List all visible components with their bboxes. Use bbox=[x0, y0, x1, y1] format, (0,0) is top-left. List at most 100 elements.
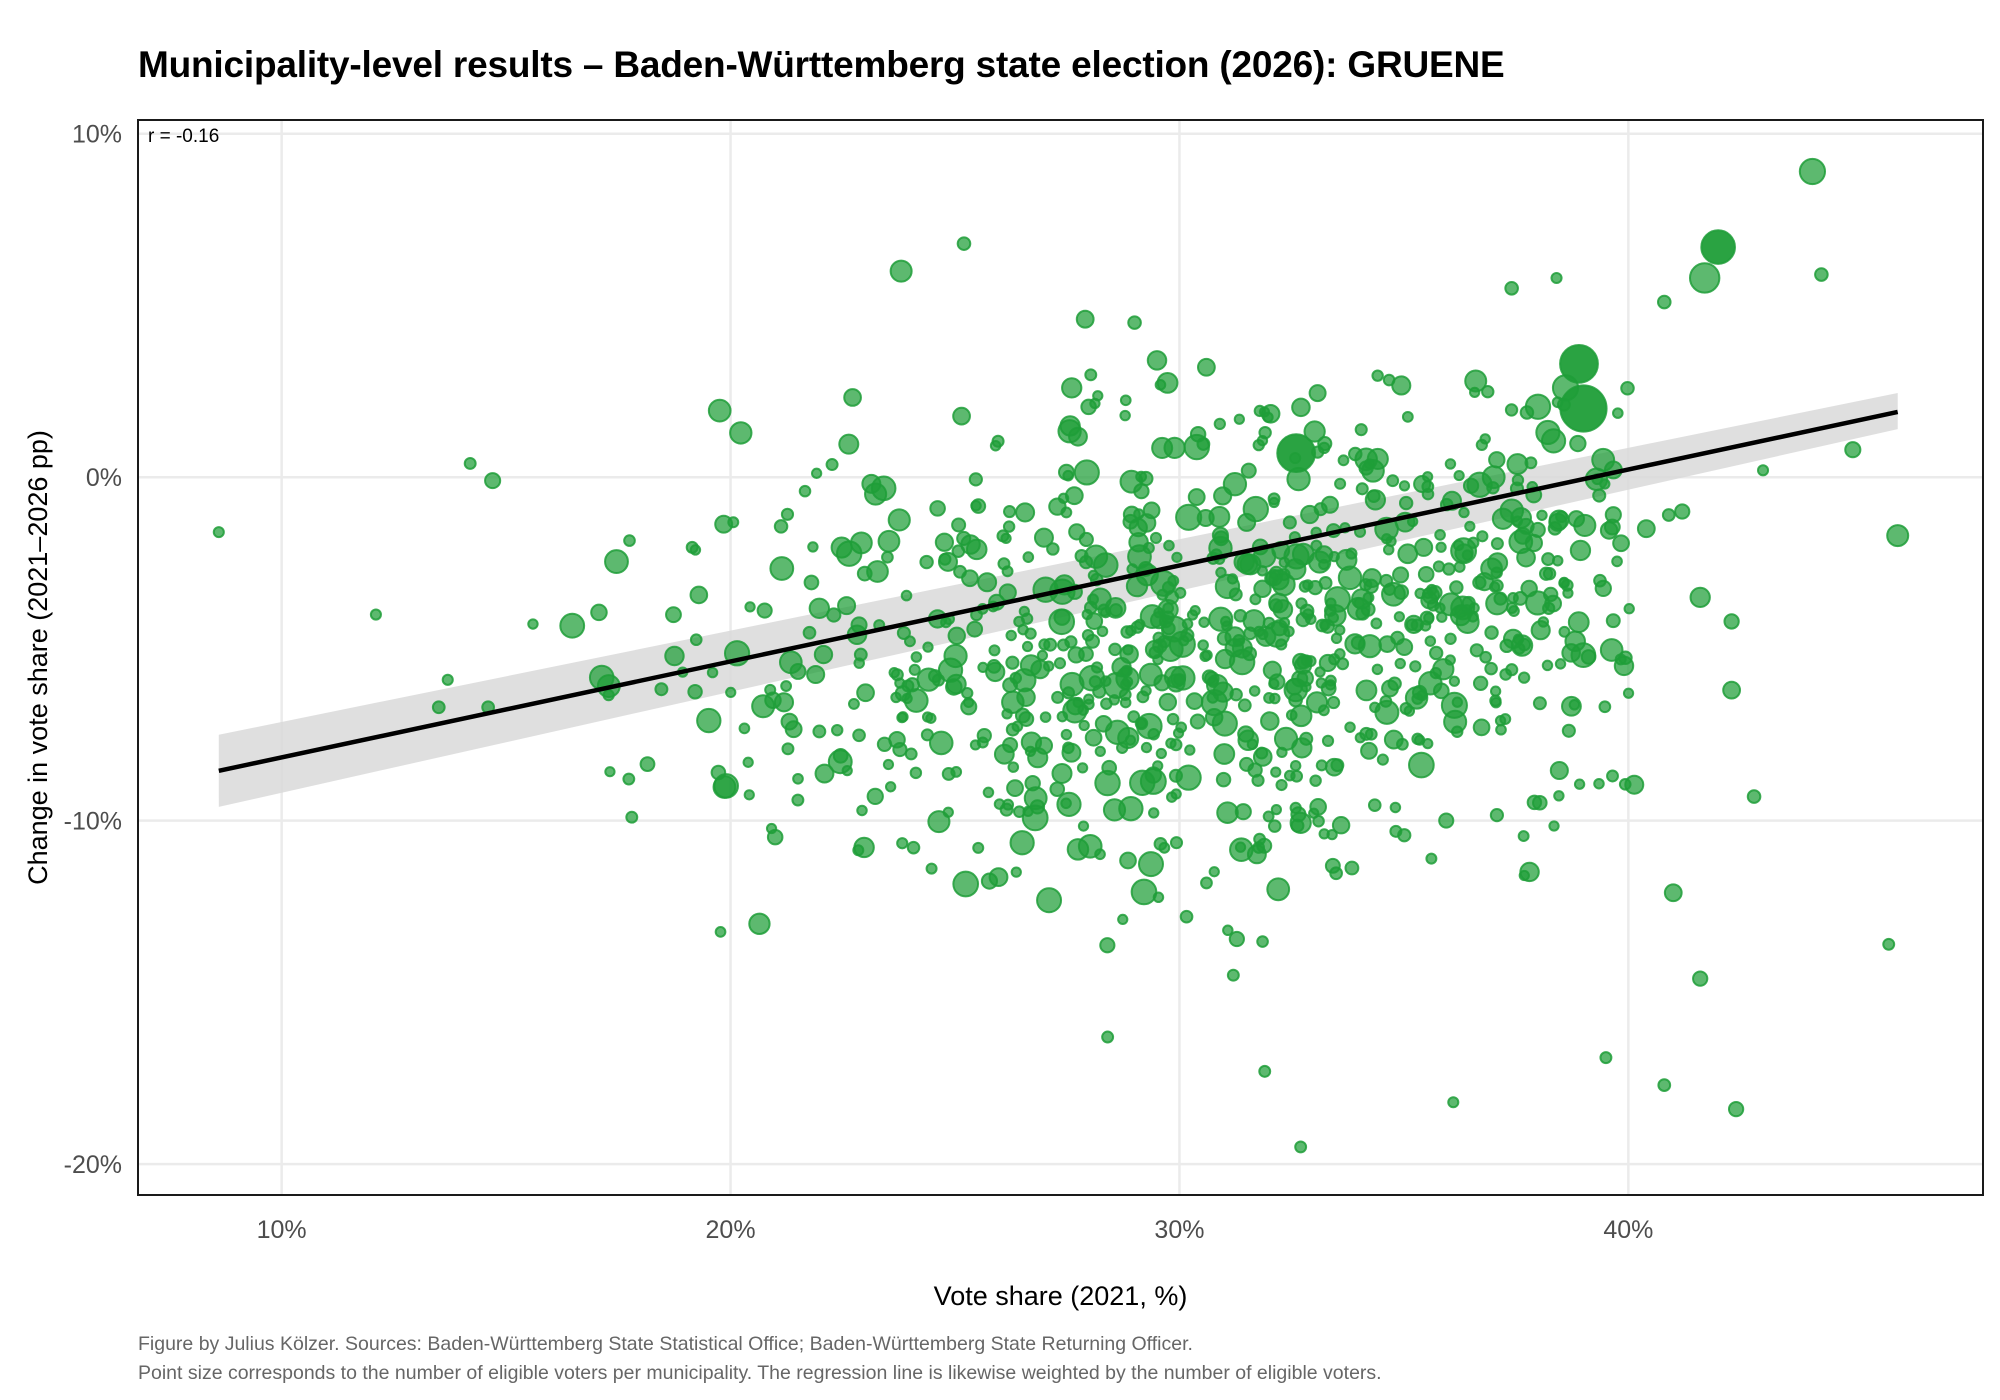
data-point bbox=[1017, 623, 1029, 636]
data-point bbox=[1394, 657, 1406, 670]
data-point bbox=[780, 680, 793, 692]
data-point bbox=[1073, 459, 1100, 486]
data-point bbox=[1137, 851, 1164, 878]
data-point bbox=[961, 686, 974, 700]
data-point bbox=[1189, 713, 1206, 730]
data-point bbox=[1187, 488, 1206, 507]
data-point bbox=[1255, 625, 1277, 647]
data-point bbox=[968, 472, 983, 487]
data-point bbox=[952, 870, 980, 898]
panel-border bbox=[137, 119, 1984, 1196]
data-point bbox=[1213, 743, 1236, 765]
data-point bbox=[1337, 565, 1363, 591]
data-point bbox=[1270, 766, 1282, 778]
data-point bbox=[1186, 609, 1199, 621]
data-point bbox=[1229, 837, 1254, 862]
data-point-notable bbox=[1075, 309, 1095, 329]
data-point bbox=[938, 552, 952, 566]
data-point bbox=[1237, 698, 1252, 713]
data-point bbox=[961, 569, 979, 588]
data-point bbox=[1519, 861, 1540, 883]
data-point bbox=[825, 458, 839, 472]
data-point bbox=[1157, 635, 1184, 663]
data-point bbox=[748, 912, 771, 935]
data-point bbox=[1117, 913, 1129, 926]
correlation-annotation: r = -0.16 bbox=[148, 126, 219, 147]
caption-sources: Figure by Julius Kölzer. Sources: Baden-… bbox=[138, 1333, 1193, 1355]
data-point bbox=[1622, 687, 1635, 699]
data-point bbox=[1424, 635, 1437, 647]
data-point bbox=[769, 556, 795, 581]
data-point-notable bbox=[369, 608, 382, 621]
data-point bbox=[966, 620, 984, 638]
data-point bbox=[1561, 723, 1576, 738]
data-point bbox=[1215, 771, 1232, 788]
data-point bbox=[1057, 463, 1075, 481]
data-point bbox=[1569, 434, 1587, 453]
data-point bbox=[1077, 833, 1103, 859]
data-point bbox=[1493, 591, 1508, 606]
data-point bbox=[1409, 660, 1422, 673]
data-point bbox=[1185, 692, 1204, 710]
data-point-notable bbox=[1657, 1078, 1672, 1092]
data-point bbox=[1171, 551, 1183, 563]
data-point bbox=[1152, 760, 1164, 772]
data-point bbox=[952, 406, 971, 426]
data-point bbox=[810, 467, 823, 479]
data-point bbox=[807, 541, 819, 553]
data-point bbox=[1246, 738, 1259, 751]
data-point bbox=[1355, 679, 1378, 702]
data-point bbox=[882, 758, 895, 771]
data-point bbox=[1196, 437, 1211, 451]
data-point bbox=[1255, 746, 1269, 760]
data-point bbox=[904, 747, 918, 761]
data-point bbox=[1489, 685, 1502, 697]
data-point bbox=[1162, 602, 1175, 614]
data-point bbox=[814, 763, 835, 784]
data-point bbox=[1051, 762, 1073, 784]
data-point bbox=[1490, 696, 1502, 709]
data-point bbox=[1198, 616, 1210, 628]
data-point-notable bbox=[1226, 968, 1240, 982]
y-tick-label: 0% bbox=[86, 464, 122, 492]
data-point-notable bbox=[1447, 1096, 1460, 1109]
data-point bbox=[1517, 671, 1531, 684]
data-point bbox=[977, 572, 998, 593]
data-point bbox=[942, 806, 954, 818]
data-point bbox=[1541, 659, 1554, 672]
data-point-notable bbox=[1101, 1030, 1115, 1044]
data-point bbox=[1361, 458, 1385, 483]
data-point-notable bbox=[1882, 937, 1896, 951]
data-point bbox=[1472, 718, 1491, 737]
data-point-notable bbox=[431, 700, 446, 715]
data-point bbox=[1303, 420, 1326, 443]
data-point bbox=[1039, 711, 1052, 723]
data-point bbox=[604, 549, 629, 574]
data-point bbox=[1612, 534, 1630, 553]
data-point bbox=[1036, 649, 1049, 662]
data-point bbox=[897, 711, 909, 723]
data-point bbox=[1119, 394, 1132, 407]
data-point bbox=[1603, 518, 1621, 536]
data-point bbox=[1489, 808, 1505, 823]
data-point bbox=[1337, 454, 1350, 467]
data-point bbox=[1174, 586, 1187, 599]
data-point bbox=[991, 434, 1005, 448]
data-point bbox=[706, 666, 719, 679]
data-point bbox=[1175, 764, 1202, 791]
data-point bbox=[1018, 605, 1030, 618]
data-point bbox=[1442, 562, 1456, 576]
data-point bbox=[1208, 866, 1220, 878]
data-point-notable bbox=[889, 259, 913, 283]
data-point bbox=[1450, 725, 1464, 738]
data-point bbox=[1567, 510, 1586, 528]
data-point bbox=[1179, 909, 1194, 924]
data-point bbox=[1359, 578, 1373, 592]
data-point bbox=[1253, 404, 1266, 418]
data-point bbox=[1119, 409, 1131, 422]
data-point bbox=[1248, 685, 1261, 697]
data-point bbox=[1083, 698, 1095, 711]
data-point bbox=[1411, 684, 1428, 701]
data-point bbox=[1119, 851, 1137, 870]
data-point bbox=[972, 841, 985, 854]
